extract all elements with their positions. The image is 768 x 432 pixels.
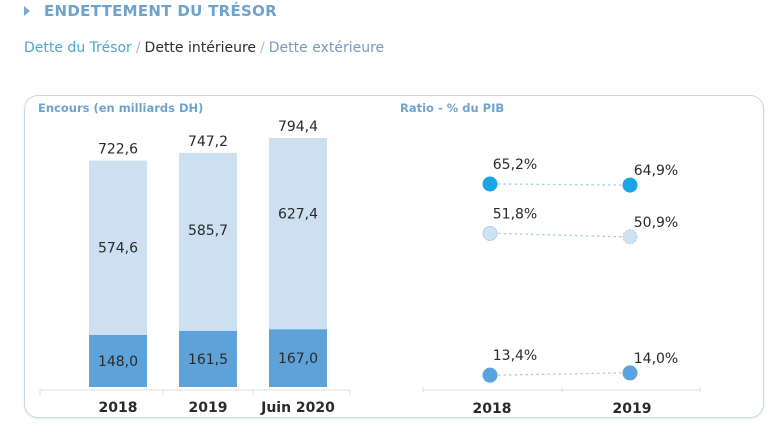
ratio-value-label: 51,8% (493, 206, 537, 222)
bar-x-tick-label: Juin 2020 (260, 400, 335, 416)
ratio-dot (482, 225, 498, 241)
ratio-value-label: 13,4% (493, 348, 537, 364)
ratio-chart-title: Ratio - % du PIB (400, 101, 505, 115)
bar-lower-label: 161,5 (188, 352, 228, 368)
ratio-dot (482, 367, 498, 383)
ratio-x-tick-label: 2019 (613, 401, 652, 417)
bar-segment-upper (179, 152, 237, 331)
bar-upper-label: 585,7 (188, 223, 228, 239)
ratio-dot (622, 365, 638, 381)
bar-total-label: 722,6 (98, 142, 138, 158)
ratio-connector (497, 232, 623, 238)
bar-x-tick-label: 2019 (189, 400, 228, 416)
bar-total-label: 794,4 (278, 119, 318, 135)
ratio-value-label: 64,9% (634, 163, 678, 179)
bar-segment-lower (179, 330, 237, 387)
ratio-connector (497, 183, 623, 186)
bar-lower-label: 167,0 (278, 351, 318, 367)
bar-x-tick-label: 2018 (99, 400, 138, 416)
bar-chart-title: Encours (en milliards DH) (38, 101, 204, 115)
section-header: ENDETTEMENT DU TRÉSOR (24, 0, 277, 22)
ratio-dot (482, 176, 498, 192)
bar-segment-lower (269, 329, 327, 387)
bar-total-label: 747,2 (188, 134, 228, 150)
bar-lower-label: 148,0 (98, 354, 138, 370)
breadcrumb-separator: / (135, 40, 141, 56)
ratio-dot (622, 177, 638, 193)
ratio-x-tick-label: 2018 (473, 401, 512, 417)
breadcrumb: Dette du Trésor / Dette intérieure / Dette e… (24, 40, 384, 56)
ratio-value-label: 50,9% (634, 215, 678, 231)
breadcrumb-dette-du-tresor[interactable]: Dette du Trésor (24, 40, 132, 56)
bar-segment-upper (89, 160, 147, 335)
bar-upper-label: 574,6 (98, 241, 138, 257)
bar-segment-lower (89, 334, 147, 387)
ratio-dot (622, 229, 638, 245)
breadcrumb-separator: / (260, 40, 265, 56)
ratio-value-label: 14,0% (634, 351, 678, 367)
ratio-connector (497, 372, 623, 376)
chevron-right-icon (24, 6, 30, 16)
charts-panel (24, 95, 764, 418)
ratio-value-label: 65,2% (493, 157, 537, 173)
bar-segment-upper (269, 138, 327, 330)
breadcrumb-dette-exterieure[interactable]: Dette extérieure (268, 40, 385, 56)
bar-upper-label: 627,4 (278, 207, 318, 223)
section-title: ENDETTEMENT DU TRÉSOR (44, 2, 278, 20)
breadcrumb-dette-interieure[interactable]: Dette intérieure (144, 40, 257, 56)
